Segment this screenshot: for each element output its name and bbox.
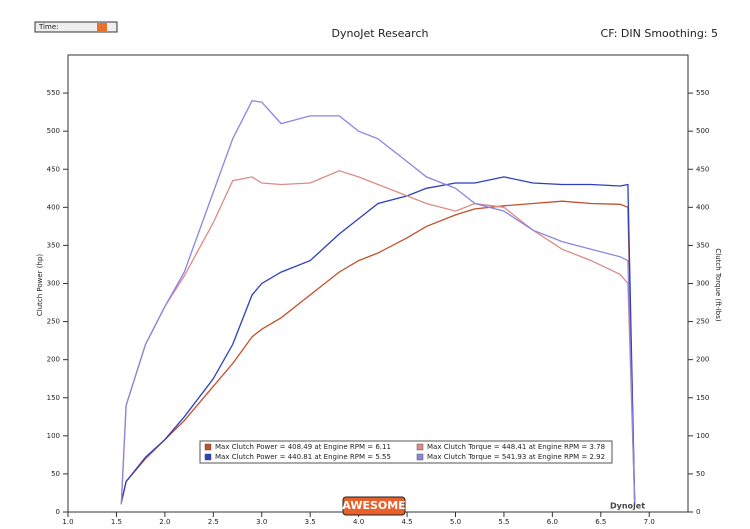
y2-tick-label: 300 (696, 280, 709, 288)
legend-label: Max Clutch Power = 440.81 at Engine RPM … (215, 453, 391, 461)
y-tick-label: 0 (56, 508, 60, 516)
x-tick-label: 6.0 (547, 518, 558, 526)
x-tick-label: 7.0 (644, 518, 655, 526)
legend (199, 440, 613, 464)
y2-tick-label: 50 (696, 470, 705, 478)
y-tick-label: 550 (47, 89, 60, 97)
x-tick-label: 1.5 (111, 518, 122, 526)
time-box[interactable] (34, 21, 118, 33)
y-tick-label: 100 (47, 432, 60, 440)
legend-label: Max Clutch Torque = 541.93 at Engine RPM… (427, 453, 605, 461)
y2-tick-label: 150 (696, 394, 709, 402)
brand: Dynojet (610, 502, 645, 511)
x-tick-label: 3.5 (305, 518, 316, 526)
legend-label: Max Clutch Power = 408.49 at Engine RPM … (215, 443, 391, 451)
x-tick-label: 6.5 (595, 518, 606, 526)
x-tick-label: 5.0 (450, 518, 461, 526)
x-tick-label: 4.0 (353, 518, 364, 526)
series-line (120, 170, 636, 505)
x-tick-label: 5.5 (498, 518, 509, 526)
legend-label: Max Clutch Torque = 448.41 at Engine RPM… (427, 443, 605, 451)
series-line (120, 99, 636, 505)
legend-swatch (204, 453, 212, 461)
y2-tick-label: 400 (696, 203, 709, 211)
y2-tick-label: 550 (696, 89, 709, 97)
chart-subtitle: CF: DIN Smoothing: 5 (601, 27, 718, 40)
x-tick-label: 4.5 (401, 518, 412, 526)
y2-tick-label: 0 (696, 508, 700, 516)
time-label: Time: (38, 23, 59, 31)
y-tick-label: 450 (47, 165, 60, 173)
legend-swatch (416, 443, 424, 451)
y2-tick-label: 250 (696, 318, 709, 326)
y-tick-label: 250 (47, 318, 60, 326)
logo: AWESOME (342, 499, 405, 512)
y-tick-label: 150 (47, 394, 60, 402)
legend-swatch (204, 443, 212, 451)
y2-tick-label: 450 (696, 165, 709, 173)
logo-badge (342, 496, 406, 516)
y2-tick-label: 350 (696, 241, 709, 249)
y2-axis-title: Clutch Torque (ft-lbs) (714, 248, 722, 321)
y2-tick-label: 500 (696, 127, 709, 135)
chart-title: DynoJet Research (332, 27, 429, 40)
series-line (120, 176, 636, 505)
x-tick-label: 3.0 (256, 518, 267, 526)
y2-tick-label: 100 (696, 432, 709, 440)
time-slider[interactable] (97, 23, 107, 31)
x-tick-label: 2.0 (159, 518, 170, 526)
y-tick-label: 350 (47, 241, 60, 249)
y-tick-label: 400 (47, 203, 60, 211)
x-tick-label: 2.5 (208, 518, 219, 526)
y-tick-label: 200 (47, 356, 60, 364)
y-axis-title: Clutch Power (hp) (36, 254, 44, 317)
x-tick-label: 1.0 (62, 518, 73, 526)
series-line (120, 200, 636, 505)
y-tick-label: 300 (47, 280, 60, 288)
y-tick-label: 50 (51, 470, 60, 478)
legend-swatch (416, 453, 424, 461)
y2-tick-label: 200 (696, 356, 709, 364)
y-tick-label: 500 (47, 127, 60, 135)
